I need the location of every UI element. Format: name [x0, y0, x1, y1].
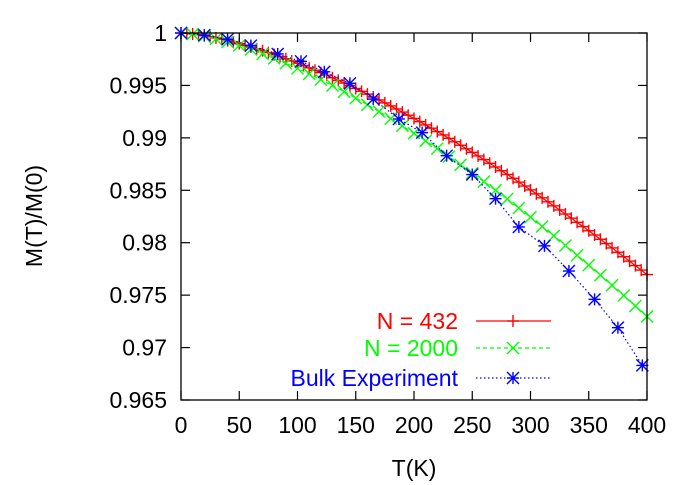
- data-point-marker: [570, 248, 584, 262]
- axis-ticks: [180, 32, 648, 401]
- data-point-marker: [303, 61, 316, 74]
- x-tick-label: 350: [570, 412, 608, 438]
- data-point-marker: [512, 201, 526, 215]
- data-point-marker: [221, 32, 235, 46]
- data-point-marker: [366, 92, 380, 106]
- x-tick-labels: 0 50 100 150 200 250 300 350 400: [175, 412, 667, 438]
- data-point-marker: [465, 168, 479, 182]
- y-tick-label: 0.995: [109, 72, 167, 98]
- x-tick-label: 100: [278, 412, 316, 438]
- y-tick-label: 0.97: [122, 335, 167, 361]
- data-point-marker: [186, 27, 200, 41]
- y-tick-label: 0.975: [109, 282, 167, 308]
- data-point-marker: [325, 79, 339, 93]
- data-point-marker: [611, 321, 625, 335]
- x-axis-title: T(K): [392, 455, 437, 481]
- y-tick-labels: 0.965 0.97 0.975 0.98 0.985 0.99 0.995 1: [109, 20, 167, 413]
- data-point-marker: [558, 238, 572, 252]
- series-n-432: [175, 27, 653, 281]
- data-point-marker: [477, 175, 491, 189]
- x-tick-label: 150: [337, 412, 375, 438]
- data-point-marker: [408, 112, 420, 125]
- data-point-marker: [372, 105, 386, 119]
- data-point-marker: [628, 299, 642, 313]
- y-tick-label: 0.985: [109, 177, 167, 203]
- data-point-marker: [392, 112, 406, 126]
- data-point-marker: [302, 67, 316, 81]
- data-point-marker: [442, 150, 456, 164]
- data-point-marker: [582, 258, 596, 272]
- legend-label: Bulk Experiment: [291, 365, 459, 391]
- data-point-marker: [291, 57, 304, 70]
- data-point-marker: [512, 220, 526, 234]
- data-point-marker: [500, 192, 514, 206]
- data-point-marker: [317, 65, 331, 79]
- data-point-marker: [430, 142, 444, 156]
- data-point-marker: [537, 239, 551, 253]
- data-point-marker: [232, 39, 246, 53]
- data-point-marker: [402, 109, 415, 122]
- series-line: [180, 32, 648, 276]
- y-tick-label: 1: [154, 20, 167, 46]
- data-point-marker: [489, 192, 503, 206]
- data-point-marker: [384, 99, 397, 112]
- data-point-marker: [415, 126, 429, 140]
- data-point-marker: [593, 268, 607, 282]
- x-tick-label: 0: [175, 412, 188, 438]
- series-n-2000: [174, 26, 654, 324]
- data-point-marker: [256, 47, 270, 61]
- legend-marker-sample: [507, 315, 519, 327]
- data-point-marker: [442, 132, 455, 145]
- data-point-marker: [605, 278, 619, 292]
- legend-label: N = 432: [377, 308, 458, 334]
- data-point-marker: [271, 47, 285, 61]
- y-axis-title: M(T)/M(0): [21, 165, 47, 267]
- legend-marker-sample: [506, 371, 520, 385]
- series-line: [180, 32, 648, 317]
- data-point-marker: [349, 91, 363, 105]
- legend-marker-sample: [506, 341, 520, 355]
- y-tick-label: 0.965: [109, 387, 167, 413]
- data-point-marker: [431, 125, 444, 138]
- data-point-marker: [209, 32, 223, 46]
- y-tick-label: 0.98: [122, 230, 167, 256]
- x-tick-label: 300: [511, 412, 549, 438]
- data-point-marker: [256, 44, 269, 57]
- x-tick-label: 250: [453, 412, 491, 438]
- x-tick-label: 50: [226, 412, 252, 438]
- plot-series-layer: [174, 26, 654, 372]
- data-point-marker: [197, 28, 211, 42]
- data-point-marker: [413, 115, 426, 128]
- data-point-marker: [635, 358, 649, 372]
- data-point-marker: [378, 96, 391, 109]
- data-point-marker: [448, 135, 461, 148]
- x-tick-label: 200: [395, 412, 433, 438]
- data-point-marker: [355, 85, 368, 98]
- data-point-marker: [562, 264, 576, 278]
- data-point-marker: [437, 128, 450, 141]
- data-point-marker: [524, 210, 537, 224]
- legend-label: N = 2000: [364, 335, 458, 361]
- data-point-marker: [337, 85, 351, 99]
- data-point-marker: [294, 54, 308, 68]
- data-point-marker: [244, 39, 258, 53]
- data-point-marker: [588, 292, 602, 306]
- x-tick-label: 400: [628, 412, 666, 438]
- data-point-marker: [440, 149, 454, 163]
- data-point-marker: [617, 289, 631, 303]
- data-point-marker: [326, 71, 339, 84]
- data-point-marker: [279, 56, 293, 70]
- data-point-marker: [343, 76, 357, 90]
- data-point-marker: [535, 219, 549, 233]
- y-tick-label: 0.99: [122, 125, 167, 151]
